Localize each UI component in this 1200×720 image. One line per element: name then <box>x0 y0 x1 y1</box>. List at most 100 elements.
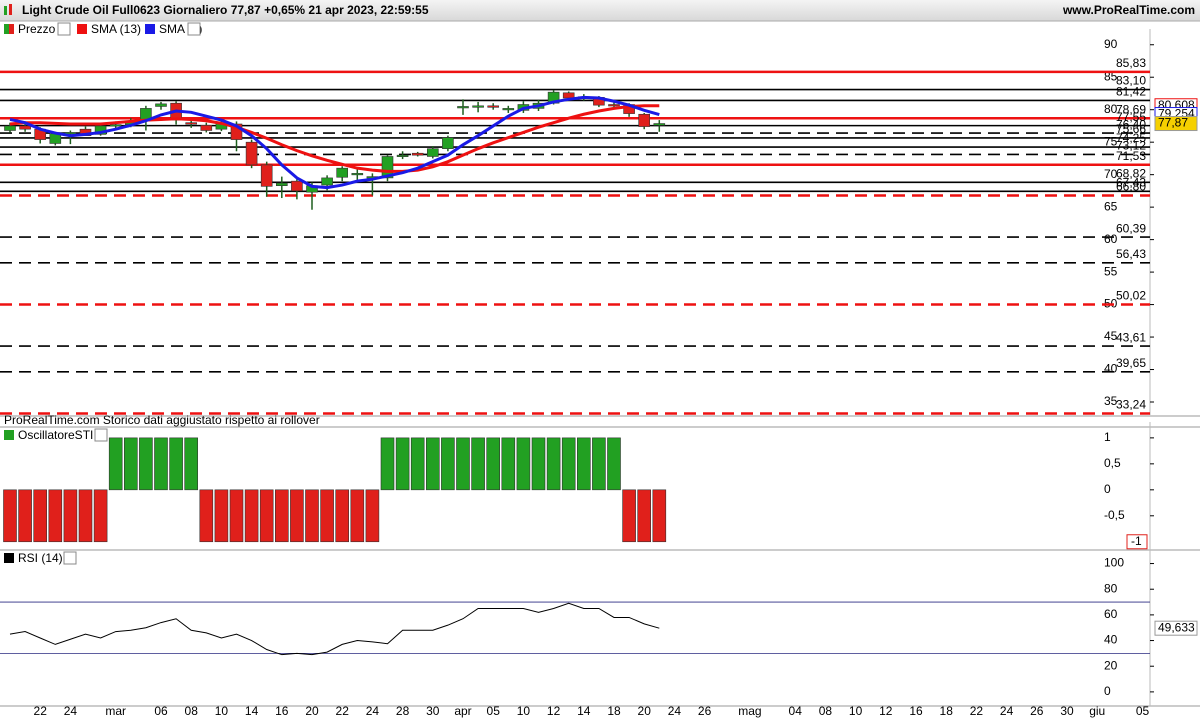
bar <box>259 489 274 543</box>
candle-body <box>336 167 349 178</box>
level-label: 85,83 <box>1116 56 1146 70</box>
x-tick-label: 10 <box>849 704 863 718</box>
y-tick-label: 55 <box>1104 264 1118 278</box>
rsi-line <box>9 602 660 656</box>
header-bar <box>0 0 1200 21</box>
x-tick-label: 05 <box>487 704 501 718</box>
level-label: 78,69 <box>1116 102 1146 116</box>
bar <box>184 437 198 491</box>
candle-body <box>472 105 484 108</box>
header-title: Light Crude Oil Full0623 Giornaliero 77,… <box>22 3 429 17</box>
x-tick-label: 08 <box>185 704 199 718</box>
settings-icon[interactable] <box>94 428 108 442</box>
level-label: 77,55 <box>1116 110 1146 124</box>
y-tick-label: 1 <box>1104 430 1111 444</box>
bar <box>576 437 591 491</box>
bar <box>516 437 531 491</box>
x-tick-label: 30 <box>426 704 440 718</box>
candle-body <box>351 173 364 176</box>
y-tick-label: 65 <box>1104 199 1118 213</box>
x-tick-label: 24 <box>64 704 78 718</box>
y-tick-label: -0,5 <box>1104 508 1125 522</box>
bar <box>365 489 380 543</box>
x-tick-label: 26 <box>1030 704 1044 718</box>
bar <box>501 437 516 491</box>
y-tick-label: 45 <box>1104 329 1118 343</box>
y-tick-label: 60 <box>1104 607 1118 621</box>
settings-icon[interactable] <box>63 551 77 565</box>
sma-line <box>9 95 660 190</box>
bar <box>290 489 304 543</box>
legend-swatch <box>9 24 14 34</box>
level-label: 56,43 <box>1116 247 1146 261</box>
candle-body <box>260 164 273 187</box>
bar <box>199 489 214 543</box>
candle-body <box>608 104 620 107</box>
bar <box>607 437 621 491</box>
candle-body <box>502 108 515 111</box>
bar <box>531 437 546 491</box>
bar <box>441 437 455 491</box>
value-badge-label: -1 <box>1131 534 1142 548</box>
x-tick-label: 24 <box>1000 704 1014 718</box>
settings-icon[interactable] <box>187 22 201 36</box>
bar <box>546 437 561 491</box>
bar <box>320 489 334 543</box>
bar <box>3 489 17 543</box>
x-tick-label: 08 <box>819 704 833 718</box>
x-tick-label: 22 <box>34 704 48 718</box>
level-label: 50,02 <box>1116 289 1146 303</box>
x-tick-label: 20 <box>305 704 319 718</box>
x-tick-label: apr <box>454 704 471 718</box>
bar <box>63 489 78 543</box>
bar <box>410 437 425 491</box>
bar <box>214 489 229 543</box>
x-tick-label: 10 <box>517 704 531 718</box>
bar <box>108 437 123 491</box>
candle-body <box>653 123 666 126</box>
bar <box>305 489 319 543</box>
bar <box>652 489 667 543</box>
y-tick-label: 0 <box>1104 684 1111 698</box>
bar <box>48 489 63 543</box>
bar <box>637 489 652 543</box>
x-tick-label: 04 <box>789 704 803 718</box>
bar <box>139 437 153 491</box>
note: ProRealTime.com Storico dati aggiustato … <box>4 413 320 427</box>
sma-line <box>9 104 660 173</box>
bar <box>622 489 636 543</box>
x-tick-label: 18 <box>940 704 954 718</box>
y-tick-label: 80 <box>1104 581 1118 595</box>
bar <box>229 489 244 543</box>
level-label: 33,24 <box>1116 398 1146 412</box>
x-tick-label: 12 <box>879 704 893 718</box>
x-tick-label: 20 <box>638 704 652 718</box>
candle-body <box>155 103 167 107</box>
bar <box>93 489 108 543</box>
level-label: 67,43 <box>1116 176 1146 190</box>
app-icon <box>4 4 12 15</box>
candle-body <box>200 124 213 131</box>
legend-swatch <box>4 430 14 440</box>
candle-body <box>457 106 469 109</box>
x-tick-label: 06 <box>154 704 168 718</box>
value-badge <box>1154 116 1198 132</box>
level-label: 39,65 <box>1116 356 1146 370</box>
bar <box>169 437 183 491</box>
x-tick-label: 24 <box>668 704 682 718</box>
bar <box>78 489 93 543</box>
bar <box>471 437 485 491</box>
level-label: 66,80 <box>1116 180 1146 194</box>
bar <box>335 489 350 543</box>
settings-icon[interactable] <box>57 22 71 36</box>
level-label: 74,25 <box>1116 131 1146 145</box>
header-site: www.ProRealTime.com <box>1062 3 1195 17</box>
bar <box>33 489 48 543</box>
bar <box>456 437 470 491</box>
x-tick-label: giu <box>1089 704 1105 718</box>
bar <box>486 437 501 491</box>
y-tick-label: 0 <box>1104 482 1111 496</box>
y-tick-label: 40 <box>1104 633 1118 647</box>
y-tick-label: 20 <box>1104 658 1118 672</box>
candle-body <box>185 122 197 125</box>
